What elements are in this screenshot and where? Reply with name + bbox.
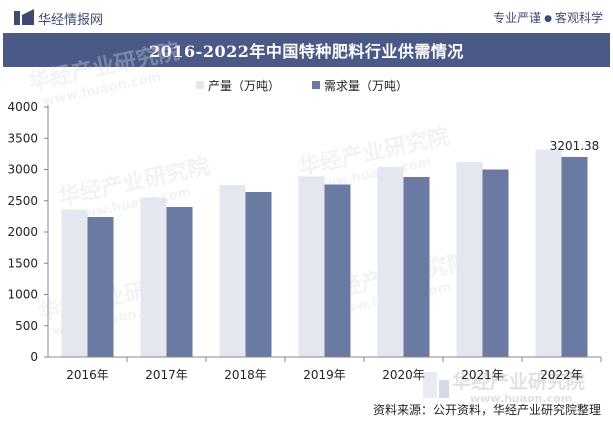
x-tick-label: 2019年 <box>303 368 346 382</box>
bar-production <box>140 197 167 357</box>
watermark-url: www.huaon.com <box>470 392 572 405</box>
legend-swatch-production <box>196 81 204 89</box>
chart-title: 2016-2022年中国特种肥料行业供需情况 <box>149 42 464 61</box>
y-tick-label: 1000 <box>7 288 38 302</box>
tagline-left: 专业严谨 <box>493 11 542 25</box>
watermark-logo-icon <box>423 372 437 398</box>
axes: 0 500 1000 1500 2000 2500 3000 3500 4000 2016年 201… <box>7 100 602 382</box>
bar-demand <box>245 192 272 357</box>
source-note: 资料来源：公开资料，华经产业研究院整理 <box>373 402 601 417</box>
bar-demand <box>324 184 351 357</box>
title-bar: 2016-2022年中国特种肥料行业供需情况 <box>3 33 610 67</box>
y-tick-label: 500 <box>15 319 38 333</box>
bar-production <box>219 185 246 357</box>
bar-demand <box>87 217 114 357</box>
x-tick-label: 2020年 <box>382 368 425 382</box>
y-tick-label: 3000 <box>7 163 38 177</box>
bar-demand <box>482 169 509 357</box>
tagline-right: 客观科学 <box>554 11 603 25</box>
bar-demand <box>403 177 430 357</box>
plot-area: 3201.38 <box>61 139 600 357</box>
x-tick-label: 2017年 <box>145 368 188 382</box>
y-tick-label: 2500 <box>7 194 38 208</box>
y-tick-label: 4000 <box>7 100 38 114</box>
legend-label-production: 产量（万吨） <box>208 79 280 93</box>
legend-swatch-demand <box>312 81 320 89</box>
bullet-dot-icon: ● <box>544 14 552 24</box>
brand-name: 华经情报网 <box>38 13 104 28</box>
legend-label-demand: 需求量（万吨） <box>324 79 408 93</box>
bar-demand <box>561 156 588 357</box>
x-tick-label: 2016年 <box>66 368 109 382</box>
y-tick-label: 2000 <box>7 225 38 239</box>
data-label: 3201.38 <box>550 139 600 153</box>
header-bar: 华经情报网 专业严谨 ● 客观科学 <box>0 0 613 32</box>
watermark-logo-icon <box>439 380 449 398</box>
tagline: 专业严谨 ● 客观科学 <box>493 9 603 26</box>
watermark-text: 华经产业研究院 <box>452 370 585 393</box>
bar-production <box>377 167 404 357</box>
bar-production <box>456 162 483 357</box>
brand-logo-icon <box>14 9 34 25</box>
bar-production <box>535 149 562 357</box>
legend: 产量（万吨） 需求量（万吨） <box>196 79 408 93</box>
y-tick-label: 3500 <box>7 131 38 145</box>
bar-demand <box>166 207 193 357</box>
x-tick-label: 2021年 <box>461 368 504 382</box>
y-tick-label: 1500 <box>7 256 38 270</box>
x-tick-label: 2018年 <box>224 368 267 382</box>
y-tick-label: 0 <box>30 350 38 364</box>
bar-production <box>61 209 88 357</box>
x-tick-label: 2022年 <box>540 368 583 382</box>
bar-production <box>298 176 325 357</box>
